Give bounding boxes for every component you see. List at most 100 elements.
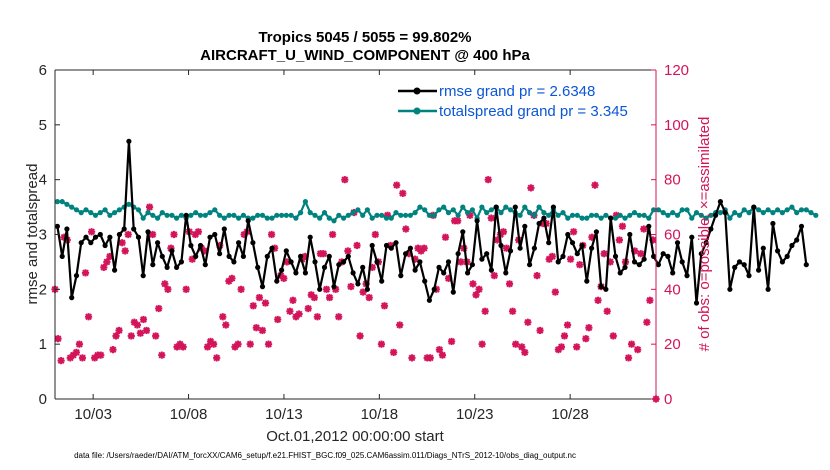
totalspread-point [775, 207, 781, 213]
totalspread-point [355, 207, 361, 213]
right-y-tick-label: 80 [664, 172, 681, 189]
rmse-point [527, 262, 533, 268]
rmse-point [221, 226, 227, 232]
left-y-axis-ticks: 0 1 2 3 4 5 6 [39, 62, 60, 408]
obs-count-point [268, 230, 276, 239]
obs-count-point [524, 318, 532, 326]
rmse-point [403, 251, 409, 257]
totalspread-point [546, 212, 552, 218]
obs-count-point [353, 241, 361, 250]
totalspread-point [112, 210, 118, 216]
totalspread-point [169, 212, 175, 218]
rmse-point [379, 278, 385, 284]
rmse-point [188, 242, 194, 249]
obs-count-point [390, 348, 398, 356]
totalspread-point [708, 212, 714, 218]
totalspread-point [350, 210, 356, 216]
obs-count-point [313, 313, 321, 321]
obs-count-point [454, 217, 462, 225]
rmse-point [531, 245, 538, 251]
rmse-point [159, 253, 165, 259]
obs-count-point [109, 346, 117, 354]
obs-count-point [322, 285, 331, 293]
totalspread-point [326, 215, 332, 221]
obs-count-point [188, 255, 196, 263]
rmse-point [217, 251, 223, 257]
totalspread-point [88, 210, 94, 216]
obs-count-point [637, 250, 645, 258]
rmse-point [293, 270, 299, 276]
obs-count-point [634, 346, 642, 354]
rmse-point [569, 240, 576, 246]
totalspread-point [636, 212, 642, 218]
rmse-point [455, 251, 461, 257]
totalspread-point [288, 212, 294, 218]
rmse-point [78, 240, 84, 246]
rmse-point [560, 253, 566, 259]
totalspread-point [522, 204, 528, 210]
obs-count-point [103, 258, 111, 266]
totalspread-point [54, 199, 61, 205]
rmse-point [684, 273, 690, 279]
rmse-point [512, 204, 518, 210]
totalspread-point [569, 212, 576, 218]
totalspread-point [813, 212, 819, 218]
legend-rmse-marker [413, 87, 421, 95]
rmse-point [674, 240, 681, 246]
rmse-point [441, 270, 447, 276]
totalspread-point [264, 215, 270, 221]
rmse-point [121, 226, 127, 232]
obs-count-point [170, 230, 178, 239]
totalspread-point [469, 207, 475, 213]
obs-count-point [179, 343, 187, 351]
totalspread-point [164, 212, 170, 218]
totalspread-point [565, 215, 571, 221]
obs-count-point [457, 258, 465, 266]
rmse-point [398, 273, 404, 279]
totalspread-point [579, 215, 585, 221]
rmse-point [364, 286, 370, 292]
x-tick-label: 10/03 [74, 406, 112, 423]
obs-count-point [295, 310, 303, 318]
totalspread-point [665, 212, 671, 218]
totalspread-point [655, 207, 662, 213]
totalspread-point [484, 210, 490, 216]
totalspread-point [393, 210, 399, 216]
rmse-point [226, 253, 232, 259]
totalspread-point [727, 215, 733, 221]
obs-count-point [310, 293, 318, 302]
totalspread-line [57, 200, 817, 222]
obs-count-point [603, 307, 611, 315]
right-y-axis-label: # of obs: o=possible; ×=assimilated [696, 117, 713, 352]
rmse-point [112, 267, 118, 273]
obs-count-point [560, 332, 569, 340]
totalspread-point [507, 207, 514, 213]
obs-count-point [646, 296, 654, 304]
rmse-point [798, 223, 805, 229]
x-axis-ticks: 10/03 10/08 10/13 10/18 10/23 10/28 [74, 70, 589, 423]
obs-count-point [499, 228, 508, 236]
totalspread-point [760, 210, 766, 216]
obs-count-point [100, 263, 108, 271]
rmse-point [713, 212, 719, 218]
rmse-point [197, 242, 204, 249]
rmse-point [775, 248, 781, 254]
totalspread-point [155, 215, 161, 221]
obs-count-point [121, 247, 129, 255]
rmse-point [693, 300, 700, 306]
totalspread-point [431, 212, 437, 218]
rmse-point [679, 259, 685, 265]
totalspread-point [269, 215, 275, 221]
obs-count-point [594, 296, 602, 304]
obs-count-point [112, 332, 120, 340]
rmse-point [212, 231, 218, 238]
obs-count-point [155, 304, 163, 313]
rmse-point [484, 251, 490, 257]
data-file-footer: data file: /Users/raeder/DAI/ATM_forcXX/… [74, 451, 576, 460]
totalspread-point [598, 215, 604, 221]
obs-count-point [570, 228, 578, 236]
totalspread-point [684, 207, 690, 213]
rmse-point [135, 234, 142, 240]
totalspread-point [531, 212, 538, 218]
rmse-point [574, 251, 580, 257]
